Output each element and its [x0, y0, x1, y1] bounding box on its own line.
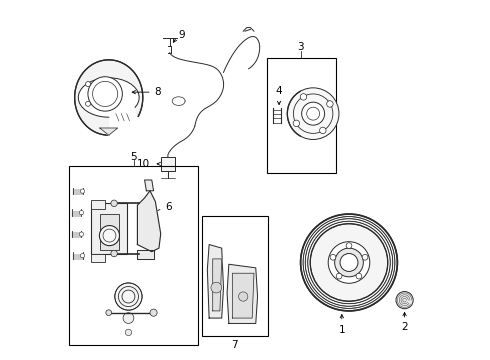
Circle shape: [115, 283, 142, 310]
Circle shape: [123, 313, 134, 323]
Circle shape: [346, 243, 352, 248]
Bar: [91, 253, 105, 262]
Bar: [267, 58, 337, 173]
Circle shape: [106, 310, 112, 316]
Circle shape: [336, 273, 342, 279]
Polygon shape: [213, 259, 221, 311]
Circle shape: [300, 94, 307, 100]
Text: 3: 3: [297, 42, 304, 52]
Circle shape: [328, 242, 370, 283]
FancyBboxPatch shape: [91, 203, 126, 253]
Circle shape: [287, 88, 339, 139]
Circle shape: [330, 255, 336, 260]
Circle shape: [340, 253, 358, 271]
Circle shape: [293, 120, 299, 127]
Circle shape: [396, 292, 413, 309]
Circle shape: [80, 189, 85, 193]
Polygon shape: [137, 191, 161, 252]
Text: 10: 10: [137, 159, 150, 169]
Circle shape: [99, 226, 120, 246]
Circle shape: [300, 214, 397, 311]
Text: 1: 1: [339, 325, 345, 335]
Bar: [161, 157, 175, 171]
Circle shape: [86, 82, 91, 87]
Polygon shape: [207, 244, 223, 318]
Polygon shape: [74, 60, 143, 135]
Circle shape: [86, 101, 91, 106]
Text: 8: 8: [155, 87, 161, 97]
Circle shape: [150, 309, 157, 316]
Polygon shape: [227, 264, 258, 323]
Circle shape: [79, 211, 84, 215]
Circle shape: [80, 253, 85, 258]
Bar: [100, 214, 120, 250]
Circle shape: [239, 292, 248, 301]
Bar: [202, 216, 269, 336]
Text: 7: 7: [231, 340, 238, 350]
Polygon shape: [232, 273, 254, 318]
Text: 6: 6: [166, 202, 172, 212]
Bar: [91, 200, 105, 209]
Circle shape: [335, 248, 364, 277]
Circle shape: [79, 232, 84, 236]
Text: 4: 4: [276, 86, 282, 96]
Circle shape: [211, 282, 221, 293]
Circle shape: [302, 102, 324, 125]
Text: 5: 5: [130, 152, 137, 162]
Polygon shape: [100, 128, 118, 135]
Circle shape: [327, 101, 333, 107]
Circle shape: [362, 255, 368, 260]
Polygon shape: [137, 250, 153, 259]
Circle shape: [319, 127, 326, 134]
Circle shape: [356, 273, 362, 279]
Text: 2: 2: [401, 322, 408, 332]
Circle shape: [111, 250, 117, 257]
Circle shape: [88, 77, 122, 111]
Circle shape: [125, 329, 132, 336]
Circle shape: [111, 200, 117, 207]
Polygon shape: [145, 180, 153, 191]
Text: 9: 9: [179, 30, 185, 40]
Bar: [69, 166, 198, 345]
